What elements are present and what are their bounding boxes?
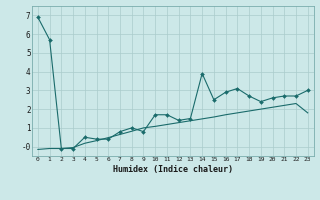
X-axis label: Humidex (Indice chaleur): Humidex (Indice chaleur)	[113, 165, 233, 174]
